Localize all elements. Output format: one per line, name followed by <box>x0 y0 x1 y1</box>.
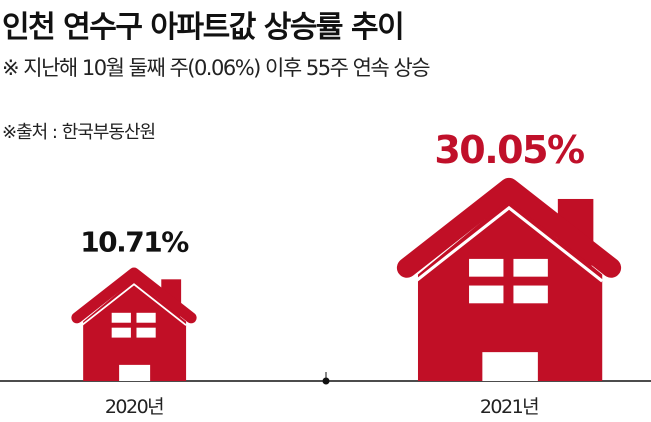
window-pane <box>469 258 504 277</box>
house-icon <box>71 267 197 381</box>
window-pane <box>111 327 131 338</box>
axis-center-dot <box>322 377 330 385</box>
window-pane <box>513 258 548 277</box>
door <box>119 364 151 381</box>
window-pane <box>136 312 156 323</box>
house-icon <box>396 177 622 381</box>
chart-title: 인천 연수구 아파트값 상승률 추이 <box>2 10 405 45</box>
value-label: 10.71% <box>80 225 189 258</box>
category-label: 2020년 <box>105 396 163 418</box>
roof <box>71 267 197 324</box>
roof-line <box>81 283 187 326</box>
roof-line <box>414 205 604 283</box>
roof <box>396 177 622 278</box>
value-label: 30.05% <box>434 128 584 172</box>
source-note: ※출처 : 한국부동산원 <box>2 122 156 143</box>
window-pane <box>111 312 131 323</box>
chart-subtitle: ※ 지난해 10월 둘째 주(0.06%) 이후 55주 연속 상승 <box>2 56 431 80</box>
window-pane <box>136 327 156 338</box>
window-pane <box>469 285 504 304</box>
category-label: 2021년 <box>480 396 538 418</box>
door <box>482 352 538 381</box>
window-pane <box>513 285 548 304</box>
